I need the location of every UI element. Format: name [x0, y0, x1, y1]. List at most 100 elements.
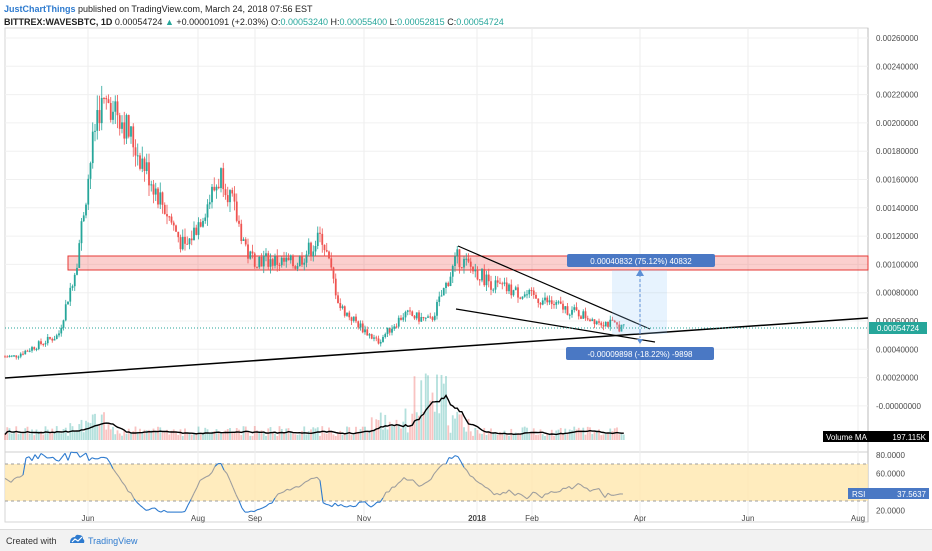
rsi-segment — [347, 506, 350, 507]
rsi-pane — [5, 452, 868, 512]
candle-body — [425, 318, 427, 319]
volume-bar — [508, 436, 510, 440]
candle-body — [249, 251, 251, 258]
volume-legend-value: 197.115K — [892, 433, 926, 442]
rsi-segment — [161, 510, 164, 512]
volume-bar — [274, 434, 276, 440]
volume-bar — [162, 433, 164, 440]
volume-bar — [51, 429, 53, 440]
chart-canvas[interactable]: 0.00040832 (75.12%) 40832 -0.00009898 (-… — [0, 0, 932, 529]
candle-body — [477, 269, 479, 279]
rsi-segment — [155, 508, 158, 511]
resistance-zone-rect — [68, 256, 868, 270]
candle-body — [231, 190, 233, 193]
candle-body — [144, 159, 146, 171]
volume-bar — [393, 427, 395, 440]
candle-body — [315, 246, 317, 251]
candle-body — [567, 306, 569, 315]
candle-body — [211, 187, 213, 202]
candle-body — [470, 262, 472, 267]
last-price-tag-text: 0.00054724 — [877, 324, 920, 333]
volume-bar — [123, 430, 125, 440]
candle-body — [119, 115, 121, 129]
last-price-tag: 0.00054724 — [869, 322, 927, 334]
candle-body — [357, 321, 359, 327]
volume-bar — [173, 429, 175, 440]
candle-body — [103, 98, 105, 99]
candle-body — [504, 282, 506, 283]
volume-bar — [605, 434, 607, 440]
candle-body — [189, 239, 191, 245]
volume-bar — [452, 415, 454, 440]
candle-body — [398, 318, 400, 327]
candle-body — [76, 268, 78, 275]
candle-body — [317, 233, 319, 246]
tradingview-link[interactable]: TradingView — [88, 536, 138, 546]
rsi-segment — [458, 457, 461, 462]
volume-bar — [364, 427, 366, 440]
volume-bar — [438, 413, 440, 440]
candle-body — [4, 356, 6, 357]
volume-bar — [420, 380, 422, 440]
candle-body — [492, 290, 494, 291]
candle-body — [227, 195, 229, 202]
volume-bar — [373, 431, 375, 440]
volume-bar — [245, 427, 247, 440]
volume-bar — [537, 435, 539, 440]
rsi-segment — [158, 511, 161, 512]
candle-body — [225, 189, 227, 195]
candle-body — [256, 267, 258, 268]
candle-body — [607, 322, 609, 327]
price-axis[interactable]: 0.002600000.002400000.002200000.00200000… — [876, 34, 921, 411]
candle-body — [396, 326, 398, 327]
candle-body — [261, 257, 263, 266]
candle-body — [195, 228, 197, 235]
candle-body — [155, 189, 157, 195]
volume-bar — [216, 429, 218, 440]
candle-body — [603, 325, 605, 326]
volume-bar — [506, 435, 508, 440]
rsi-legend-value: 37.5637 — [897, 490, 926, 499]
volume-bar — [222, 433, 224, 440]
volume-bar — [220, 433, 222, 440]
candle-body — [13, 355, 15, 356]
candle-body — [20, 354, 22, 357]
candle-body — [587, 318, 589, 319]
volume-bar — [504, 431, 506, 440]
volume-bar — [351, 435, 353, 440]
candle-body — [528, 290, 530, 294]
candle-body — [85, 205, 87, 216]
candle-body — [6, 357, 8, 358]
candle-body — [576, 307, 578, 310]
candle-body — [240, 224, 242, 241]
candle-body — [18, 357, 20, 358]
candle-body — [495, 280, 497, 289]
rsi-segment — [326, 504, 329, 505]
candle-body — [238, 221, 240, 224]
tradingview-logo-icon[interactable] — [68, 533, 86, 547]
volume-bar — [310, 429, 312, 440]
candle-body — [78, 243, 80, 268]
volume-bar — [585, 435, 587, 440]
volume-bar — [240, 435, 242, 440]
rsi-segment — [89, 458, 92, 461]
candle-body — [479, 279, 481, 280]
candle-body — [454, 256, 456, 266]
time-tick-label: Feb — [525, 514, 539, 523]
volume-bar — [74, 430, 76, 440]
volume-bar — [153, 429, 155, 440]
candle-body — [542, 300, 544, 304]
volume-bar — [546, 434, 548, 440]
candle-body — [31, 347, 33, 351]
candle-body — [544, 298, 546, 301]
candle-body — [335, 279, 337, 296]
candle-body — [274, 256, 276, 266]
volume-bar — [434, 412, 436, 440]
volume-bar — [184, 428, 186, 440]
rsi-segment — [371, 505, 374, 507]
rsi-segment — [35, 455, 38, 459]
volume-bar — [398, 424, 400, 440]
candle-body — [218, 187, 220, 188]
candle-body — [108, 99, 110, 103]
